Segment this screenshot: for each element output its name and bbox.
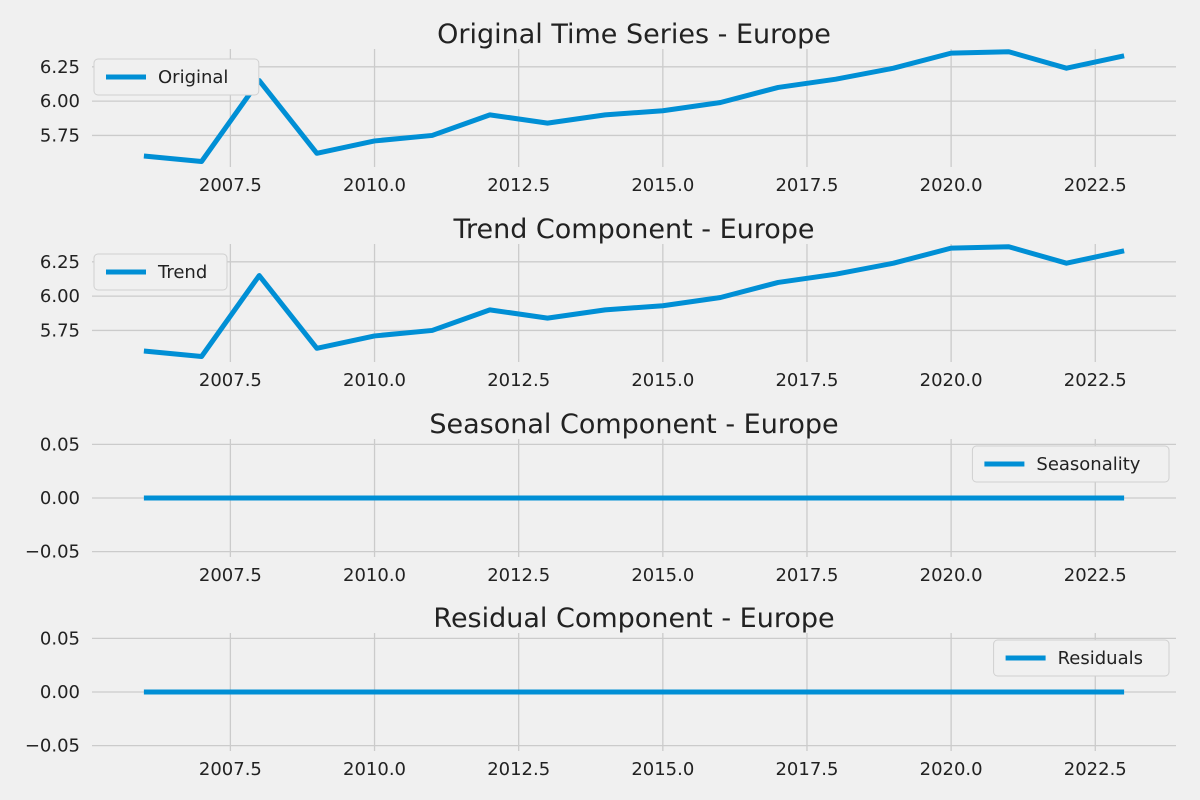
chart-title: Residual Component - Europe: [433, 603, 834, 634]
x-tick-label: 2015.0: [631, 175, 694, 196]
x-tick-label: 2020.0: [920, 759, 983, 780]
x-tick-label: 2010.0: [343, 759, 406, 780]
chart-panel-2: Trend Component - Europe 2007.5 2010.0 2012…: [40, 214, 1176, 391]
x-tick-label: 2010.0: [343, 565, 406, 586]
x-tick-label: 2017.5: [775, 759, 838, 780]
legend-label: Residuals: [1058, 648, 1143, 669]
x-tick-label: 2015.0: [631, 565, 694, 586]
y-tick-label: 0.00: [40, 682, 80, 703]
x-tick-label: 2017.5: [775, 370, 838, 391]
x-tick-label: 2012.5: [487, 175, 550, 196]
panels: Original Time Series - Europe 2007.5 2010.…: [25, 19, 1176, 780]
legend-box: [971, 445, 1170, 483]
y-tick-label: 0.05: [40, 434, 80, 455]
y-tick-label: 5.75: [40, 125, 80, 146]
x-tick-label: 2012.5: [487, 370, 550, 391]
x-tick-label: 2015.0: [631, 370, 694, 391]
x-tick-label: 2020.0: [920, 565, 983, 586]
y-tick-label: 6.00: [40, 91, 80, 112]
series-line-original: [143, 49, 1125, 165]
chart-panel-1: Original Time Series - Europe 2007.5 2010.…: [40, 19, 1176, 196]
chart-title: Trend Component - Europe: [452, 214, 814, 245]
legend-box: [93, 253, 228, 291]
x-tick-label: 2007.5: [199, 175, 262, 196]
legend-box: [93, 58, 260, 96]
x-tick-label: 2022.5: [1064, 759, 1127, 780]
x-tick-label: 2007.5: [199, 565, 262, 586]
series-line-trend: [143, 244, 1125, 360]
legend: Residuals: [993, 639, 1170, 677]
chart-panel-3: Seasonal Component - Europe 2007.5 2010.0 2…: [25, 409, 1176, 586]
x-tick-label: 2022.5: [1064, 565, 1127, 586]
x-tick-label: 2007.5: [199, 370, 262, 391]
y-tick-label: 0.00: [40, 488, 80, 509]
x-tick-label: 2012.5: [487, 565, 550, 586]
chart-title: Seasonal Component - Europe: [429, 409, 838, 440]
y-tick-label: 6.25: [40, 57, 80, 78]
legend: Original: [93, 58, 260, 96]
x-tick-label: 2012.5: [487, 759, 550, 780]
x-tick-label: 2022.5: [1064, 370, 1127, 391]
legend: Seasonality: [971, 445, 1170, 483]
legend-box: [993, 639, 1170, 677]
legend-label: Original: [158, 67, 228, 88]
x-tick-label: 2020.0: [920, 175, 983, 196]
x-tick-label: 2017.5: [775, 175, 838, 196]
y-tick-label: 6.25: [40, 252, 80, 273]
chart-title: Original Time Series - Europe: [437, 19, 831, 50]
legend-label: Seasonality: [1036, 454, 1140, 475]
x-tick-label: 2017.5: [775, 565, 838, 586]
x-tick-label: 2007.5: [199, 759, 262, 780]
y-tick-label: 0.05: [40, 628, 80, 649]
legend: Trend: [93, 253, 228, 291]
legend-label: Trend: [157, 262, 207, 283]
x-tick-label: 2010.0: [343, 175, 406, 196]
x-tick-label: 2022.5: [1064, 175, 1127, 196]
chart-panel-4: Residual Component - Europe 2007.5 2010.0 2…: [25, 603, 1176, 780]
y-tick-label: 6.00: [40, 286, 80, 307]
y-tick-label: −0.05: [25, 736, 80, 757]
x-tick-label: 2020.0: [920, 370, 983, 391]
y-tick-label: −0.05: [25, 542, 80, 563]
x-tick-label: 2010.0: [343, 370, 406, 391]
y-tick-label: 5.75: [40, 320, 80, 341]
x-tick-label: 2015.0: [631, 759, 694, 780]
